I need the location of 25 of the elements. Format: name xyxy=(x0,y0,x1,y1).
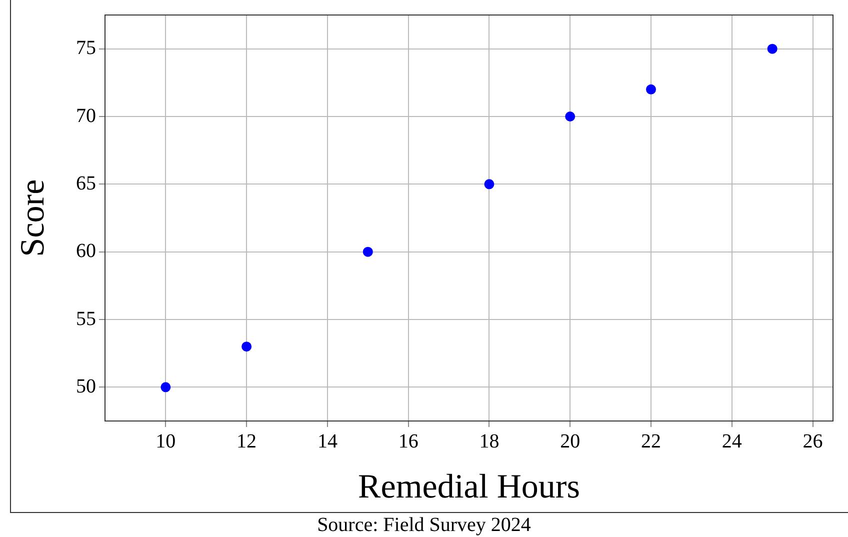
y-tick-label: 75 xyxy=(76,37,96,60)
point xyxy=(484,179,494,190)
x-tick-label: 12 xyxy=(236,430,257,452)
y-tick-label: 65 xyxy=(76,172,96,194)
x-tick-label: 16 xyxy=(398,430,418,452)
y-tick-label: 55 xyxy=(76,308,96,330)
x-tick-label: 18 xyxy=(479,430,500,452)
x-axis-title: Remedial Hours xyxy=(358,468,580,506)
point xyxy=(565,112,576,122)
point xyxy=(767,44,778,54)
point xyxy=(160,382,171,392)
y-tick-label: 70 xyxy=(76,104,96,127)
x-tick-label: 24 xyxy=(722,430,742,452)
y-axis-title: Score xyxy=(14,179,52,257)
y-tick-label: 60 xyxy=(76,240,96,262)
x-tick-label: 10 xyxy=(156,430,176,452)
x-tick-label: 22 xyxy=(641,430,661,452)
source-note: Source: Field Survey 2024 xyxy=(316,514,532,536)
x-tick-label: 20 xyxy=(560,430,580,452)
x-tick-label: 26 xyxy=(802,430,823,452)
x-tick-label: 14 xyxy=(317,430,338,452)
point xyxy=(646,84,656,94)
point xyxy=(242,342,252,352)
point xyxy=(362,246,373,257)
y-tick-label: 50 xyxy=(76,375,96,398)
